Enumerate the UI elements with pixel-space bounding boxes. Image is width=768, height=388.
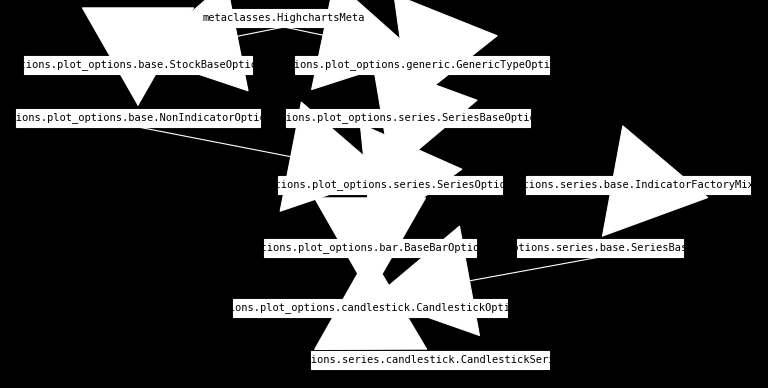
Text: options.series.candlestick.CandlestickSeries: options.series.candlestick.CandlestickSe… [293, 355, 568, 365]
Text: options.plot_options.series.SeriesOptions: options.plot_options.series.SeriesOption… [262, 180, 518, 191]
FancyBboxPatch shape [16, 109, 260, 127]
Text: options.plot_options.series.SeriesBaseOptions: options.plot_options.series.SeriesBaseOp… [267, 113, 548, 123]
Text: options.plot_options.generic.GenericTypeOptions: options.plot_options.generic.GenericType… [275, 59, 569, 71]
Text: options.series.base.SeriesBase: options.series.base.SeriesBase [506, 243, 694, 253]
Text: options.plot_options.candlestick.CandlestickOptions: options.plot_options.candlestick.Candles… [210, 303, 529, 314]
FancyBboxPatch shape [286, 109, 530, 127]
Text: options.plot_options.base.StockBaseOptions: options.plot_options.base.StockBaseOptio… [7, 59, 270, 71]
FancyBboxPatch shape [233, 299, 508, 317]
FancyBboxPatch shape [517, 239, 684, 257]
FancyBboxPatch shape [526, 176, 750, 194]
Text: metaclasses.HighchartsMeta: metaclasses.HighchartsMeta [203, 13, 366, 23]
FancyBboxPatch shape [263, 239, 476, 257]
FancyBboxPatch shape [311, 351, 549, 369]
FancyBboxPatch shape [24, 56, 252, 74]
Text: options.plot_options.base.NonIndicatorOptions: options.plot_options.base.NonIndicatorOp… [0, 113, 279, 123]
FancyBboxPatch shape [279, 176, 502, 194]
FancyBboxPatch shape [295, 56, 549, 74]
FancyBboxPatch shape [211, 9, 357, 27]
Text: options.series.base.IndicatorFactoryMixin: options.series.base.IndicatorFactoryMixi… [510, 180, 766, 190]
Text: options.plot_options.bar.BaseBarOptions: options.plot_options.bar.BaseBarOptions [248, 242, 492, 253]
